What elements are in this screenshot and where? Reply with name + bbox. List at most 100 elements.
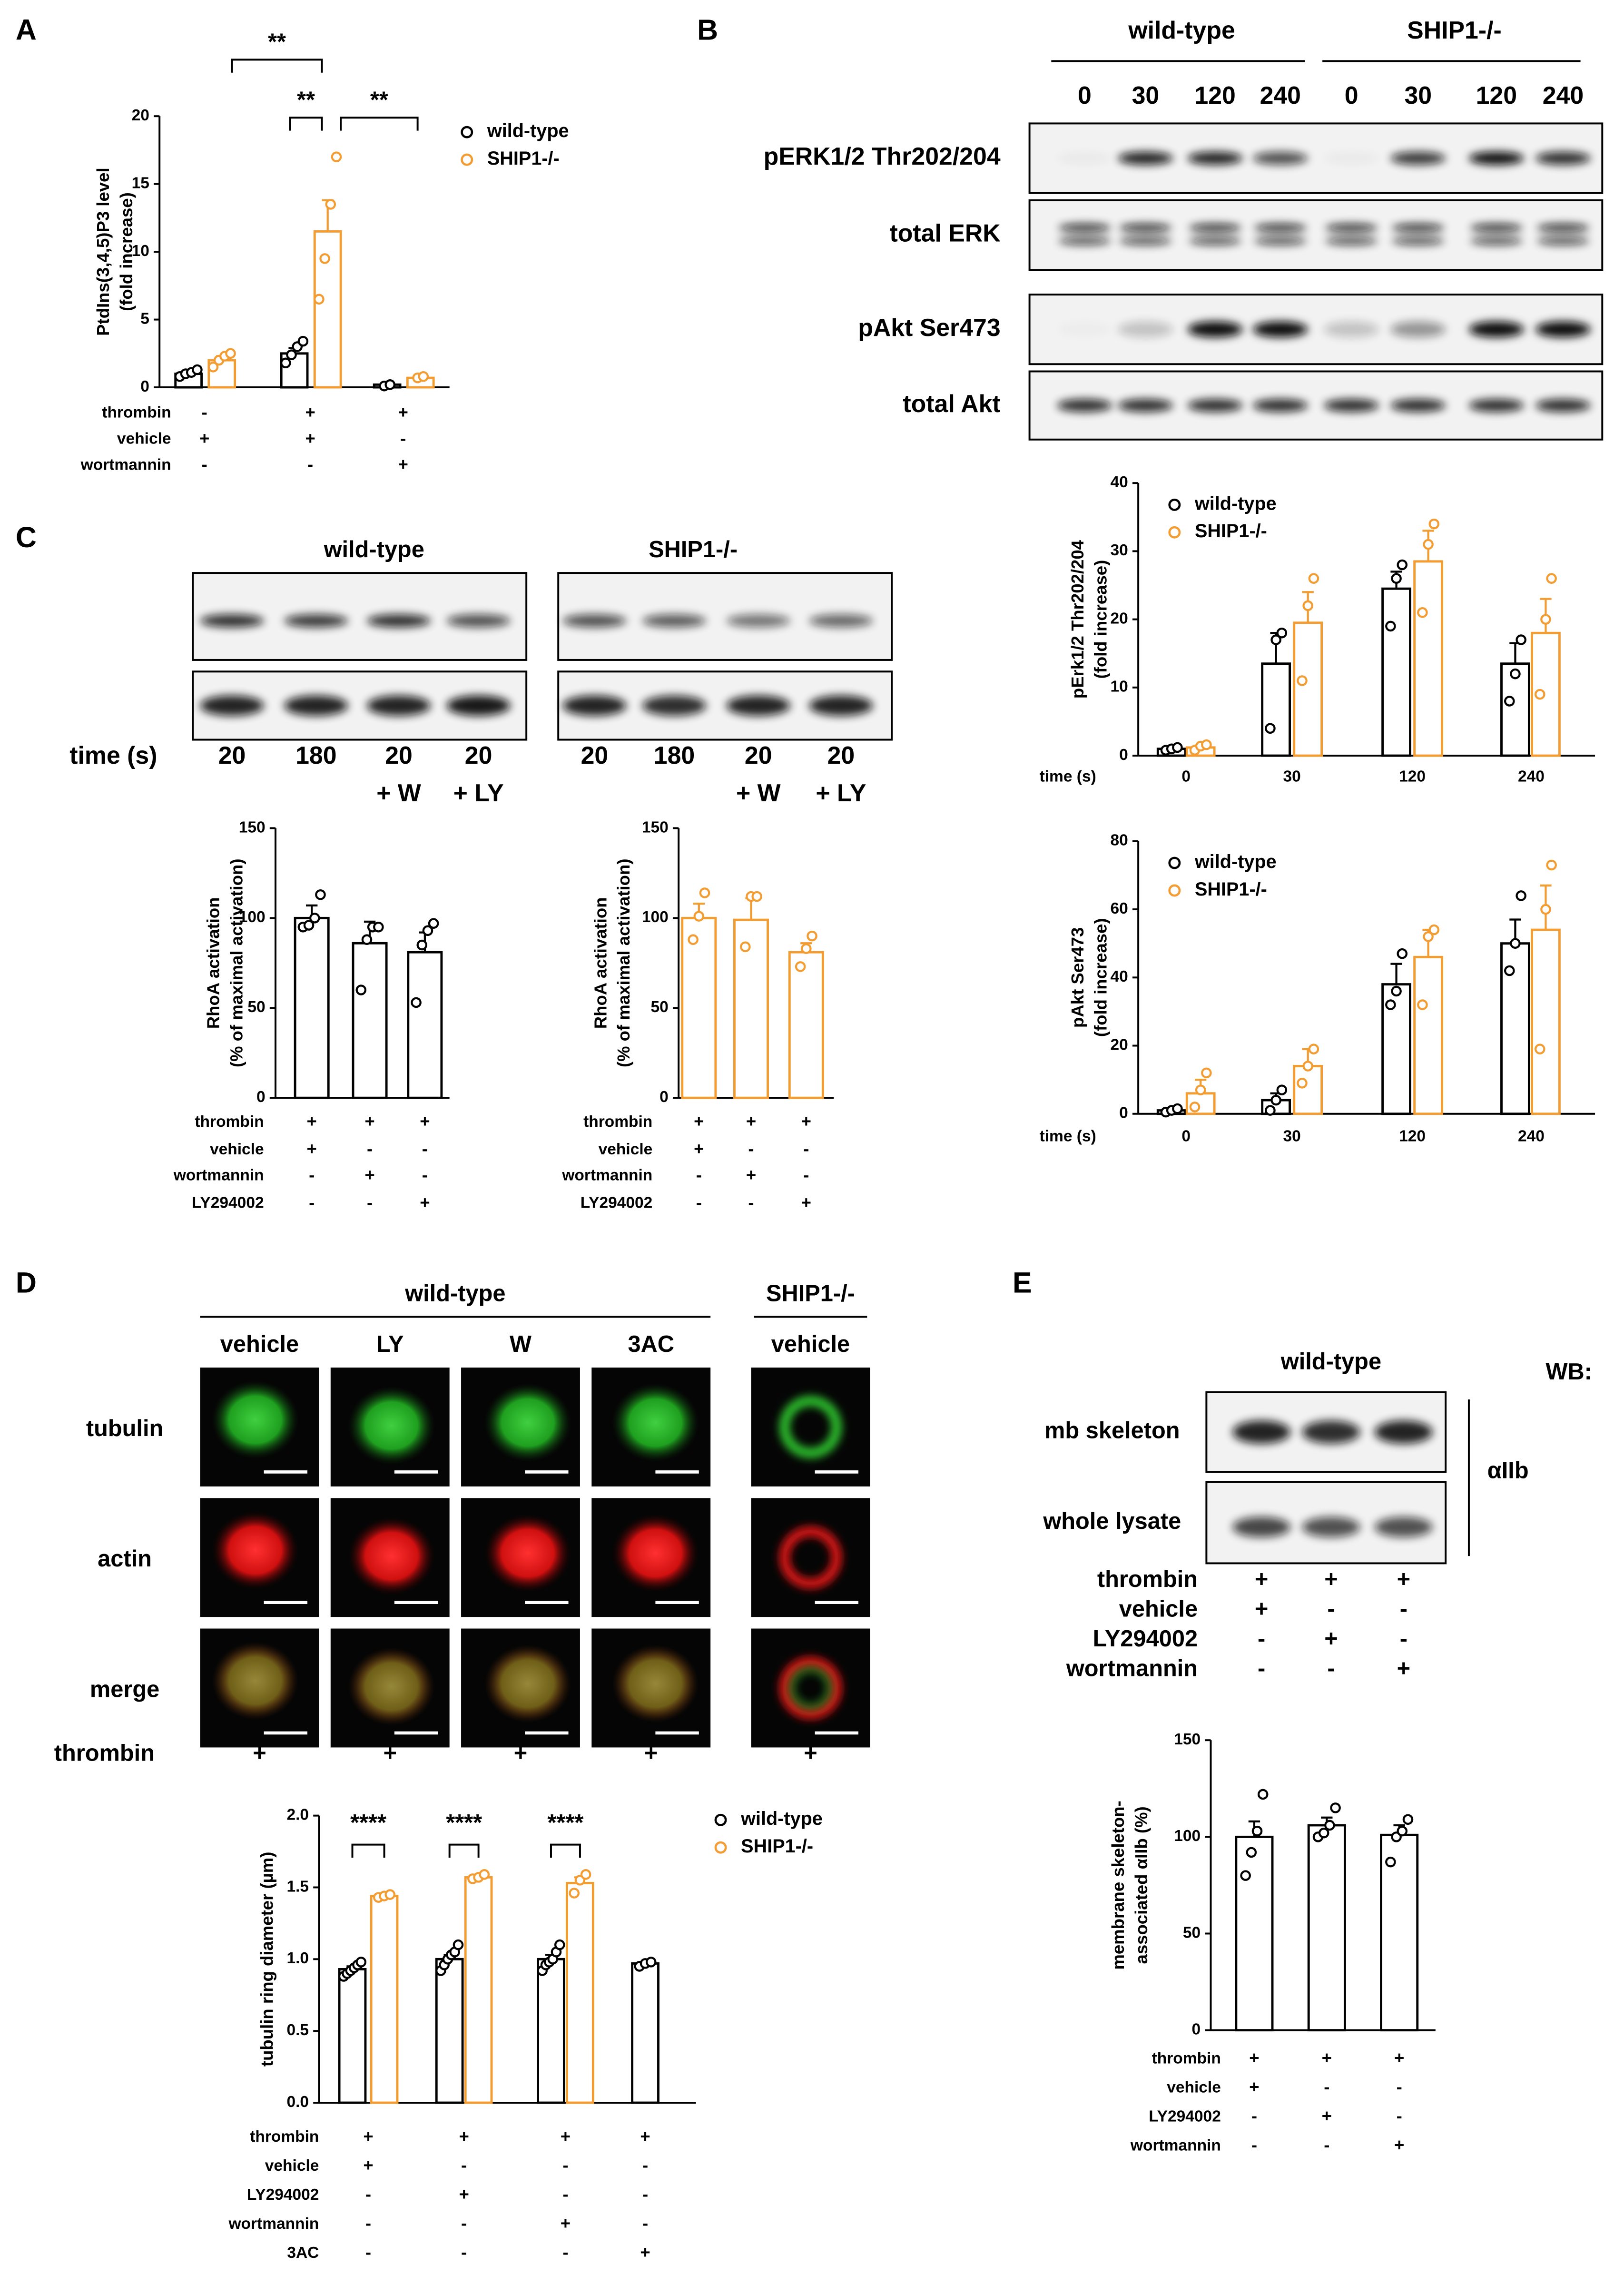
- condition-value: +: [305, 428, 315, 448]
- panel-label: E: [1013, 1266, 1032, 1299]
- condition-value: +: [459, 2185, 469, 2204]
- blot-border: [1028, 294, 1604, 365]
- y-tick-label: 100: [642, 908, 669, 926]
- condition-value: -: [1324, 2077, 1329, 2097]
- band: [1325, 236, 1378, 246]
- cell: [484, 1644, 571, 1723]
- data-point: [355, 1957, 367, 1968]
- condition-label: wortmannin: [173, 1167, 264, 1184]
- band: [1302, 1516, 1360, 1537]
- micrograph: [751, 1498, 870, 1617]
- treatment-label: + LY: [816, 779, 866, 807]
- cell: [211, 1511, 299, 1590]
- data-point: [1546, 859, 1557, 871]
- significance-label: **: [370, 88, 388, 113]
- data-point: [315, 889, 326, 900]
- cell-ring: [788, 1665, 833, 1711]
- band: [642, 614, 707, 628]
- y-tick-label: 0: [1192, 2021, 1201, 2038]
- x-axis-label: time (s): [1040, 768, 1096, 786]
- cell: [348, 1516, 435, 1595]
- condition-value: +: [1397, 1655, 1410, 1681]
- data-point: [1297, 1078, 1308, 1089]
- condition-label: thrombin: [1152, 2049, 1221, 2067]
- x-tick-label: 0: [1181, 768, 1191, 786]
- condition-value: -: [803, 1139, 809, 1159]
- condition-label: thrombin: [195, 1113, 264, 1131]
- data-point: [1297, 675, 1308, 686]
- band: [1468, 321, 1524, 337]
- condition-value: +: [1249, 2048, 1259, 2067]
- cell: [348, 1647, 435, 1726]
- data-point: [645, 1957, 657, 1968]
- cell-ring: [779, 1526, 842, 1589]
- y-tick-label: 20: [132, 107, 149, 124]
- bar: [338, 1968, 367, 2104]
- cell: [484, 1514, 571, 1593]
- data-point: [1540, 904, 1551, 915]
- treatment-label: + LY: [453, 779, 504, 807]
- band: [1390, 321, 1446, 337]
- condition-value: -: [696, 1165, 702, 1184]
- bar: [435, 1958, 464, 2104]
- condition-value: +: [640, 2126, 650, 2146]
- legend-marker: [461, 153, 473, 166]
- data-point: [286, 349, 297, 360]
- lane-label: 240: [1543, 81, 1584, 109]
- y-tick-label: 50: [247, 998, 265, 1016]
- antibody-label: αIIb: [1487, 1457, 1529, 1483]
- treatment-label: + W: [736, 779, 781, 807]
- y-axis-label: associated αIIb (%): [1132, 1806, 1151, 1964]
- condition-value: -: [367, 1139, 373, 1159]
- data-point: [1195, 1084, 1206, 1095]
- condition-label: wortmannin: [1130, 2136, 1221, 2154]
- blot-border: [557, 670, 893, 741]
- y-axis-label: pErk1/2 Thr202/204: [1068, 540, 1087, 699]
- y-axis-label: pAkt Ser473: [1068, 927, 1087, 1028]
- data-point: [384, 379, 396, 390]
- row-label: pAkt Ser473: [858, 314, 1000, 341]
- condition-value: +: [305, 403, 315, 422]
- band: [1254, 236, 1307, 246]
- legend-marker: [1168, 526, 1181, 539]
- data-point: [1504, 696, 1515, 707]
- x-tick-label: 30: [1283, 1127, 1301, 1145]
- condition-value: +: [801, 1192, 811, 1212]
- condition-value: -: [202, 403, 207, 422]
- legend-label: wild-type: [1194, 493, 1277, 514]
- data-point: [1417, 999, 1428, 1010]
- band: [200, 695, 264, 716]
- data-point: [1516, 890, 1526, 901]
- y-tick-label: 0: [1119, 746, 1128, 764]
- data-point: [688, 934, 699, 945]
- condition-value: -: [461, 2156, 467, 2175]
- condition-value: +: [363, 2156, 373, 2175]
- data-point: [314, 294, 325, 305]
- band: [726, 695, 790, 716]
- band: [1324, 399, 1379, 412]
- condition-label: thrombin: [583, 1113, 652, 1131]
- row-label: whole lysate: [1043, 1508, 1181, 1534]
- condition-value: +: [1324, 1626, 1338, 1652]
- band: [1187, 151, 1243, 165]
- condition-value: +: [459, 2126, 469, 2146]
- data-point: [1385, 999, 1396, 1010]
- data-point: [693, 911, 705, 922]
- data-point: [422, 925, 433, 936]
- band: [1468, 399, 1524, 412]
- band: [1302, 1420, 1360, 1444]
- band: [562, 614, 627, 628]
- band: [1252, 399, 1308, 412]
- treatment-value: +: [644, 1741, 658, 1766]
- data-point: [807, 930, 817, 942]
- blot-border: [192, 670, 528, 741]
- band: [1189, 236, 1241, 246]
- data-point: [1385, 620, 1396, 632]
- y-tick-label: 150: [239, 818, 266, 836]
- error-bar: [1509, 642, 1521, 664]
- y-tick-label: 0.0: [286, 2093, 309, 2111]
- blot-border: [1205, 1481, 1447, 1565]
- condition-value: -: [1397, 2106, 1402, 2126]
- data-point: [1189, 1102, 1201, 1112]
- condition-label: vehicle: [1167, 2078, 1221, 2096]
